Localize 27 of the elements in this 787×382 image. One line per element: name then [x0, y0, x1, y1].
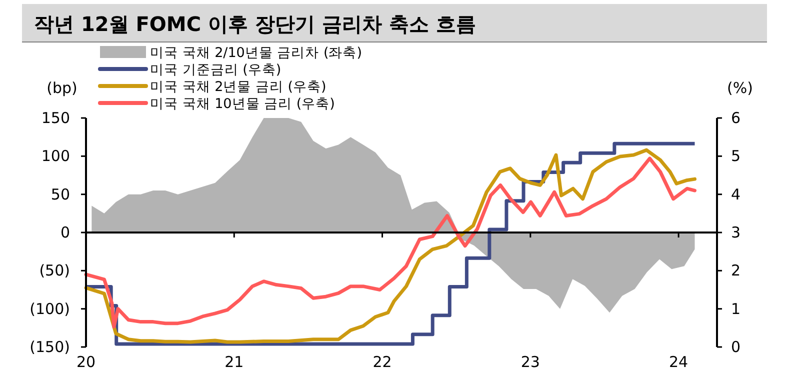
y2-tick-label: 4	[731, 185, 741, 204]
y2-tick-label: 6	[731, 109, 741, 127]
x-tick-label: 22	[372, 353, 392, 371]
y-tick-label: (150)	[30, 338, 70, 356]
legend-label: 미국 기준금리 (우축)	[150, 62, 282, 78]
x-tick-label: 23	[520, 353, 540, 371]
legend-label: 미국 국채 2년물 금리 (우축)	[150, 79, 326, 95]
x-tick-label: 20	[76, 353, 96, 371]
y2-tick-label: 3	[731, 224, 741, 242]
y-tick-label: 50	[50, 185, 70, 204]
y-tick-label: (100)	[30, 300, 70, 318]
y-tick-label: (50)	[39, 262, 70, 280]
y2-tick-label: 2	[731, 262, 741, 280]
y2-axis-title: (%)	[727, 79, 753, 97]
x-tick-label: 24	[669, 353, 688, 371]
title: 작년 12월 FOMC 이후 장단기 금리차 축소 흐름	[22, 4, 768, 42]
y-tick-label: 150	[41, 109, 70, 127]
x-tick-label: 21	[224, 353, 244, 371]
y-tick-label: 100	[41, 147, 70, 166]
y2-tick-label: 1	[731, 300, 741, 318]
legend-label: 미국 국채 2/10년물 금리차 (좌축)	[150, 45, 362, 61]
y2-tick-label: 0	[731, 338, 741, 356]
y2-tick-label: 5	[731, 147, 741, 166]
y-axis-title: (bp)	[46, 79, 78, 97]
legend-label: 미국 국채 10년물 금리 (우축)	[150, 96, 335, 112]
chart-title: 작년 12월 FOMC 이후 장단기 금리차 축소 흐름	[34, 12, 476, 36]
y-tick-label: 0	[60, 224, 70, 242]
